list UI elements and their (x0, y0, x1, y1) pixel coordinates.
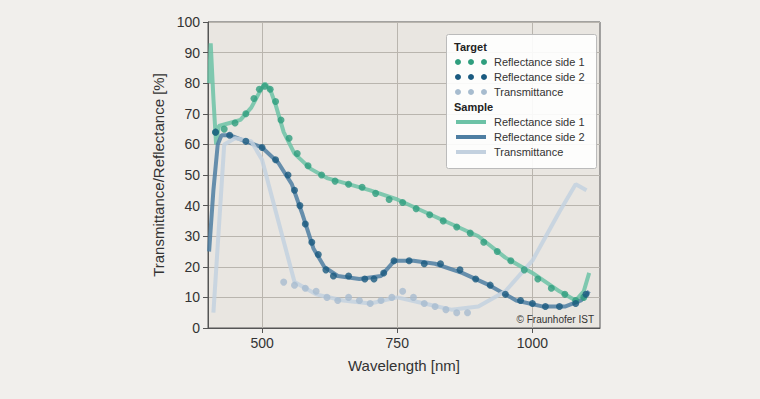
svg-text:Reflectance side 2: Reflectance side 2 (494, 131, 585, 143)
svg-text:© Fraunhofer IST: © Fraunhofer IST (517, 314, 594, 325)
svg-text:20: 20 (184, 259, 200, 275)
svg-text:Transmittance: Transmittance (494, 146, 563, 158)
svg-text:40: 40 (184, 198, 200, 214)
svg-text:Transmittance/Reflectance [%]: Transmittance/Reflectance [%] (150, 73, 167, 277)
svg-text:0: 0 (192, 320, 200, 336)
svg-text:70: 70 (184, 106, 200, 122)
svg-text:50: 50 (184, 167, 200, 183)
svg-text:Reflectance side 2: Reflectance side 2 (494, 71, 585, 83)
svg-text:90: 90 (184, 45, 200, 61)
svg-text:Target: Target (454, 41, 487, 53)
svg-text:30: 30 (184, 228, 200, 244)
svg-text:Reflectance side 1: Reflectance side 1 (494, 116, 585, 128)
svg-text:60: 60 (184, 136, 200, 152)
svg-text:1000: 1000 (517, 335, 548, 351)
svg-text:10: 10 (184, 289, 200, 305)
svg-text:Reflectance side 1: Reflectance side 1 (494, 56, 585, 68)
svg-text:500: 500 (250, 335, 274, 351)
svg-text:Sample: Sample (454, 101, 493, 113)
svg-text:Transmittance: Transmittance (494, 86, 563, 98)
svg-text:100: 100 (177, 14, 201, 30)
svg-text:Wavelength [nm]: Wavelength [nm] (348, 357, 460, 374)
svg-text:80: 80 (184, 75, 200, 91)
svg-text:750: 750 (386, 335, 410, 351)
